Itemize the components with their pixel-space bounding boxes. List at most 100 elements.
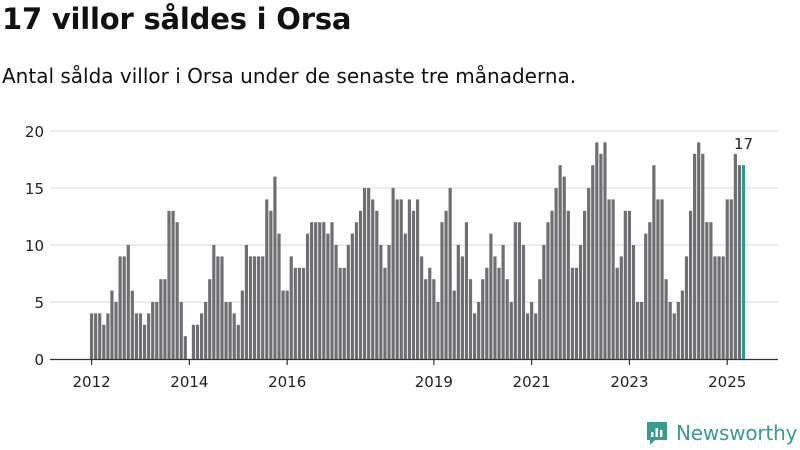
bar (114, 302, 118, 359)
bar (725, 199, 729, 359)
newsworthy-logo-icon (647, 422, 667, 445)
bar (138, 313, 143, 359)
x-tick-label: 2025 (708, 373, 746, 391)
bar (578, 245, 583, 359)
bar (411, 210, 416, 359)
bar (399, 199, 403, 359)
bar (733, 153, 737, 359)
bar (322, 222, 326, 359)
bar (98, 313, 102, 359)
bar (354, 222, 359, 359)
bar (615, 267, 619, 359)
bar (269, 210, 273, 359)
x-axis: 2012 2014 2016 2019 2021 2023 2025 (50, 358, 778, 391)
bar (403, 233, 407, 359)
x-tick-label: 2019 (415, 373, 453, 391)
bar (709, 222, 713, 359)
bar (102, 324, 106, 359)
bar (305, 233, 310, 359)
bar (289, 256, 293, 359)
bar (371, 199, 375, 359)
bar (713, 256, 717, 359)
bar (179, 302, 183, 359)
y-axis-tick-labels: 0 5 10 15 20 (25, 123, 44, 369)
bar (273, 176, 277, 359)
bar (574, 267, 579, 359)
bar (591, 165, 595, 359)
bar (204, 302, 208, 359)
bar (240, 290, 244, 359)
bar (477, 302, 481, 359)
bar (147, 313, 151, 359)
y-tick-label: 20 (25, 123, 44, 141)
bar (130, 290, 134, 359)
bar (456, 245, 460, 359)
annotations: 17 (734, 135, 753, 153)
bar (640, 302, 644, 359)
bar (277, 233, 281, 359)
bar (688, 210, 693, 359)
bar (367, 188, 371, 359)
bar (151, 302, 155, 359)
bar (587, 188, 591, 359)
bar (432, 279, 436, 359)
bar (452, 290, 456, 359)
bar (175, 222, 179, 359)
x-tick-label: 2021 (513, 373, 551, 391)
chart-subtitle: Antal sålda villor i Orsa under de senas… (2, 64, 577, 88)
bar (460, 256, 464, 359)
bar (464, 222, 469, 359)
x-tick-label: 2016 (268, 373, 306, 391)
bar (142, 324, 147, 359)
bar (350, 233, 354, 359)
bar (701, 153, 705, 359)
highlight-value-label: 17 (734, 135, 753, 153)
bar (118, 256, 122, 359)
bar (729, 199, 733, 359)
bar (697, 142, 701, 359)
bar (236, 324, 240, 359)
bar (379, 245, 383, 359)
bar (338, 267, 342, 359)
bar (395, 199, 399, 359)
bar (444, 210, 448, 359)
bar (505, 279, 509, 359)
bar (627, 210, 632, 359)
bar (656, 199, 660, 359)
bar (220, 256, 224, 359)
x-tick-label: 2012 (72, 373, 110, 391)
bar (542, 245, 546, 359)
bar (566, 210, 570, 359)
bar (126, 245, 130, 359)
bar (314, 222, 318, 359)
bar (599, 153, 603, 359)
bar (420, 256, 424, 359)
bar (208, 279, 212, 359)
bar (293, 267, 297, 359)
bar (570, 267, 574, 359)
bar (200, 313, 204, 359)
bar (244, 245, 249, 359)
bar (281, 290, 285, 359)
bar (611, 199, 615, 359)
bar (387, 245, 391, 359)
bar (525, 313, 530, 359)
newsworthy-brand: Newsworthy (645, 420, 797, 446)
bar (216, 256, 220, 359)
bars (90, 142, 746, 359)
bar (623, 210, 627, 359)
bar (721, 256, 725, 359)
bar (668, 302, 672, 359)
bar (285, 290, 289, 359)
bar (159, 279, 163, 359)
bar (163, 279, 167, 359)
bar (493, 256, 497, 359)
bar (635, 302, 640, 359)
bar-chart: 0 5 10 15 20 2012 2014 2016 2019 2021 2023 2025 17 (25, 123, 778, 391)
bar (134, 313, 138, 359)
bar (232, 313, 236, 359)
bar (167, 210, 171, 359)
y-tick-label: 0 (34, 351, 44, 369)
bar (301, 267, 306, 359)
bar (546, 222, 550, 359)
